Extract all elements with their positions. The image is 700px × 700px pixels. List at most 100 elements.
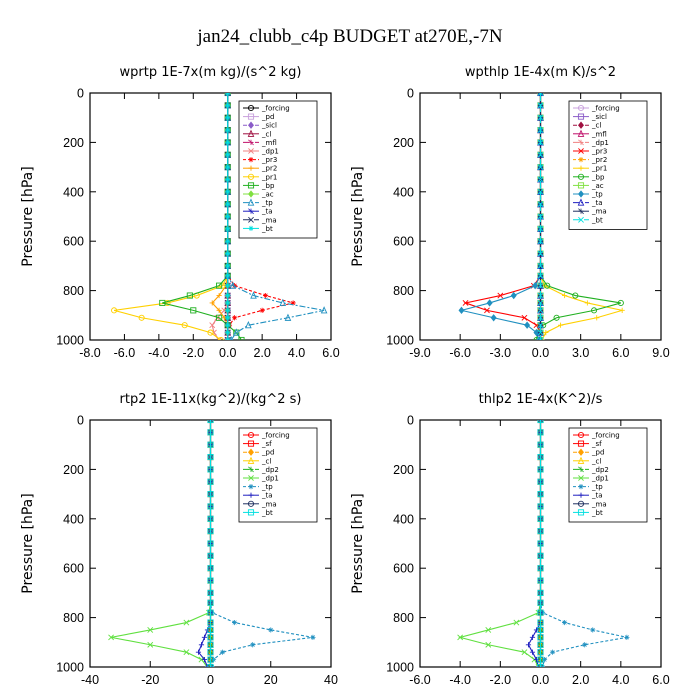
legend-marker [248,448,254,456]
data-point [529,649,536,655]
x-tick-label: -6.0 [409,673,431,687]
legend-label: _ac [591,182,604,190]
legend-label: _cl [591,122,601,130]
y-tick-label: 200 [393,463,414,477]
legend-label: _forcing [261,432,290,440]
x-tick-label: 0.0 [532,346,549,360]
data-point [229,281,237,289]
data-point [537,151,544,158]
legend-label: _dp1 [261,475,279,483]
data-point [216,337,223,340]
data-point [225,307,231,313]
y-tick-label: 200 [63,136,84,150]
y-tick-label: 400 [63,185,84,199]
legend: _forcing_sicl_cl_mfl_dp1_pr3_pr2_pr1_bp_… [568,100,648,230]
x-tick-label: -6.0 [114,346,136,360]
y-tick-label: 0 [407,87,414,101]
data-point [537,272,544,279]
data-point [183,619,190,626]
data-point [537,114,544,121]
data-point [209,300,215,306]
legend-label: _ta [261,208,273,216]
data-point [462,300,469,306]
data-point [209,322,216,329]
data-point [617,299,624,307]
legend-marker [578,148,584,154]
data-point [533,328,540,337]
series-line-pr3 [463,93,542,340]
data-point [525,642,532,648]
data-point [238,336,245,340]
legend-marker [247,456,255,464]
data-point [537,619,544,626]
x-tick-label: -40 [81,673,99,687]
data-point [537,515,544,522]
data-point [181,322,188,329]
x-tick-label: 9.0 [652,346,669,360]
data-point [572,292,579,299]
legend-label: _ma [261,500,277,508]
x-tick-label: -9.0 [409,346,431,360]
data-point [532,281,539,290]
legend-label: _pd [261,449,274,457]
data-point [537,552,544,559]
legend-marker [577,198,585,206]
data-point [557,322,564,328]
plot-frame [89,92,332,341]
data-point [138,314,145,321]
data-point [584,300,590,306]
legend-marker [248,139,254,146]
legend-label: _dp1 [591,475,609,483]
x-tick-label: -6.0 [449,346,471,360]
data-point [510,291,517,300]
data-point [207,478,214,485]
series-group [111,93,328,340]
y-axis-label: Pressure [hPa] [20,493,36,593]
y-tick-label: 600 [393,235,414,249]
series-line-dp1 [110,420,212,667]
data-point [310,634,316,640]
x-tick-label: -2.0 [183,346,205,360]
data-point [537,322,544,329]
data-point [543,329,549,336]
data-point [537,609,544,616]
legend-marker [577,104,585,112]
data-point [207,329,214,336]
data-point [458,306,465,315]
data-point [207,429,214,436]
data-point [529,634,536,640]
data-point [537,656,544,663]
legend-marker [577,182,585,189]
data-point [320,306,328,314]
data-point [225,315,231,321]
x-tick-label: 6.0 [652,673,669,687]
legend-marker [578,139,584,146]
legend-label: _pr3 [591,148,607,156]
legend-marker [577,113,585,120]
legend: _forcing_pd_sicl_cl_mfl_dp1_pr3_pr2_pr1_… [238,100,318,239]
series-group [108,420,316,667]
data-point [537,577,544,584]
data-point [537,441,544,448]
data-point [537,478,544,485]
x-tick-label: 0.0 [219,346,236,360]
chart-panel-3: rtp2 1E-11x(kg^2)/(kg^2 s) Pressure [hPa]… [20,392,338,687]
data-point [225,201,231,207]
data-point [225,250,231,257]
data-point [537,139,544,146]
legend-marker [247,440,255,447]
data-point [537,102,544,109]
data-point [484,307,490,314]
legend-marker [578,448,584,456]
legend-marker [247,509,255,516]
data-point [186,292,193,299]
legend-box [568,100,648,230]
chart-panel-4: thlp2 1E-4x(K^2)/s Pressure [hPa] -6.0 -4.0… [350,392,670,687]
data-point [232,619,238,626]
data-point [537,238,544,245]
data-point [207,589,214,596]
legend: _forcing_sf_pd_cl_dp2_dp1_tp_ta_ma_bt [568,427,648,523]
legend-label: _forcing [261,105,290,113]
data-point [108,634,115,641]
legend-marker [248,208,254,215]
